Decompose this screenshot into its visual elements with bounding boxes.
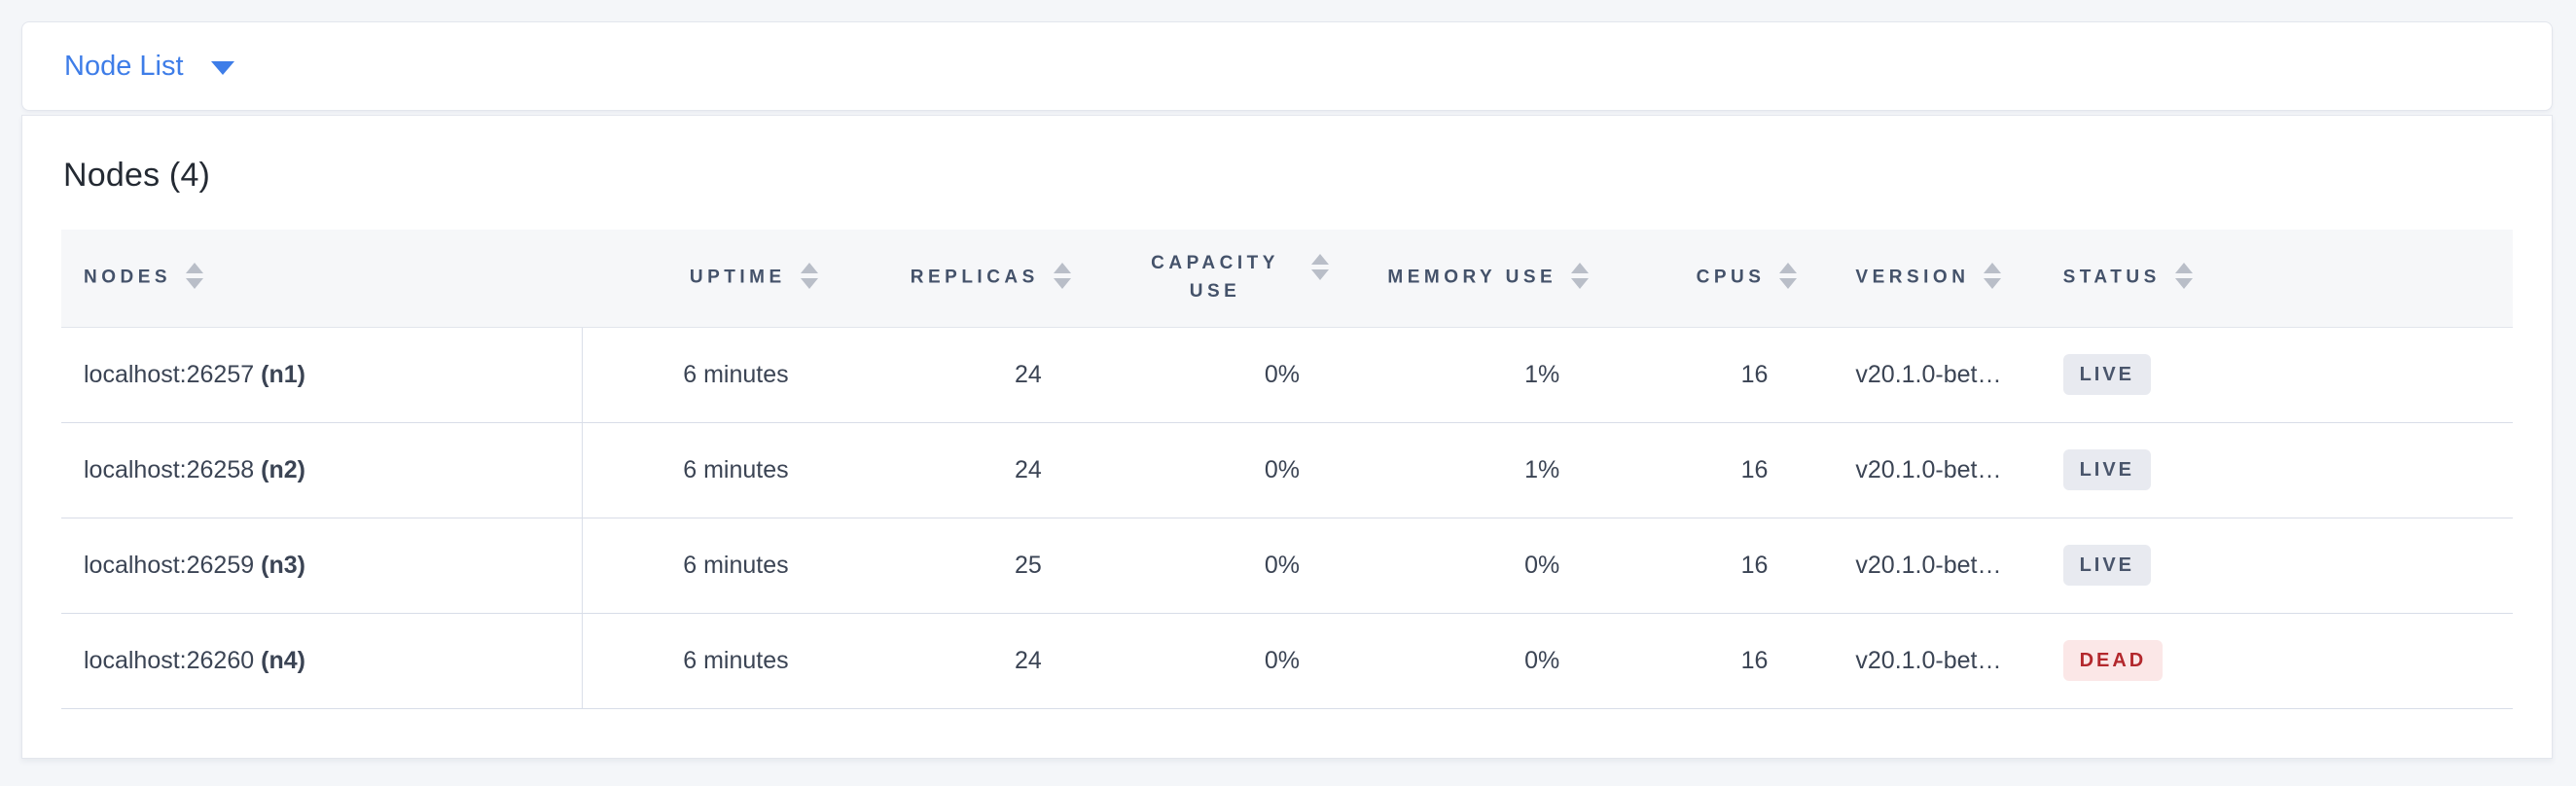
column-header-version[interactable]: VERSION xyxy=(1816,230,2046,328)
status-badge: LIVE xyxy=(2062,449,2152,490)
sort-icon[interactable] xyxy=(1779,263,1798,290)
page-title: Nodes (4) xyxy=(63,157,211,194)
table-row: localhost:26257 (n1) 6 minutes 24 0% 1% 1… xyxy=(61,327,2513,423)
capacity-use-cell: 0% xyxy=(1090,327,1349,423)
uptime-cell: 6 minutes xyxy=(582,327,838,423)
column-header-uptime[interactable]: UPTIME xyxy=(582,230,838,328)
uptime-cell: 6 minutes xyxy=(582,422,838,518)
node-list-dropdown[interactable]: Node List xyxy=(64,51,234,83)
version-cell: v20.1.0-bet… xyxy=(1816,422,2046,518)
status-badge: LIVE xyxy=(2062,545,2152,586)
view-selector-bar: Node List xyxy=(21,21,2553,111)
status-cell: LIVE xyxy=(2045,327,2513,423)
node-address-cell: localhost:26258 (n2) xyxy=(61,422,583,518)
sort-icon[interactable] xyxy=(186,263,204,290)
column-header-memory-use[interactable]: MEMORY USE xyxy=(1348,230,1609,328)
uptime-cell: 6 minutes xyxy=(582,518,838,614)
memory-use-cell: 0% xyxy=(1348,613,1609,709)
sort-icon[interactable] xyxy=(2174,263,2193,290)
node-address-cell: localhost:26260 (n4) xyxy=(61,613,583,709)
version-cell: v20.1.0-bet… xyxy=(1816,327,2046,423)
memory-use-cell: 0% xyxy=(1348,518,1609,614)
capacity-use-cell: 0% xyxy=(1090,422,1349,518)
version-cell: v20.1.0-bet… xyxy=(1816,518,2046,614)
status-badge: LIVE xyxy=(2062,354,2152,395)
page: Node List Nodes (4) NODES UPTIME xyxy=(21,21,2553,759)
nodes-panel: Nodes (4) NODES UPTIME REPLICAS xyxy=(21,115,2553,759)
column-header-cpus[interactable]: CPUS xyxy=(1608,230,1817,328)
node-address-cell: localhost:26259 (n3) xyxy=(61,518,583,614)
table-row: localhost:26260 (n4) 6 minutes 24 0% 0% 1… xyxy=(61,613,2513,709)
cpus-cell: 16 xyxy=(1608,518,1817,614)
column-header-nodes[interactable]: NODES xyxy=(61,230,583,328)
sort-icon[interactable] xyxy=(800,263,818,290)
status-cell: LIVE xyxy=(2045,422,2513,518)
column-header-capacity-use[interactable]: CAPACITY USE xyxy=(1090,230,1349,328)
status-cell: DEAD xyxy=(2045,613,2513,709)
cpus-cell: 16 xyxy=(1608,327,1817,423)
sort-icon[interactable] xyxy=(1053,263,1071,290)
capacity-use-cell: 0% xyxy=(1090,613,1349,709)
sort-icon[interactable] xyxy=(1311,254,1330,281)
capacity-use-cell: 0% xyxy=(1090,518,1349,614)
replicas-cell: 24 xyxy=(837,613,1091,709)
nodes-table: NODES UPTIME REPLICAS CAPACITY USE M xyxy=(61,230,2513,709)
column-header-replicas[interactable]: REPLICAS xyxy=(837,230,1091,328)
version-cell: v20.1.0-bet… xyxy=(1816,613,2046,709)
replicas-cell: 24 xyxy=(837,422,1091,518)
table-row: localhost:26258 (n2) 6 minutes 24 0% 1% 1… xyxy=(61,422,2513,518)
table-header-row: NODES UPTIME REPLICAS CAPACITY USE M xyxy=(61,230,2513,328)
cpus-cell: 16 xyxy=(1608,613,1817,709)
sort-icon[interactable] xyxy=(1571,263,1590,290)
node-address-cell: localhost:26257 (n1) xyxy=(61,327,583,423)
status-cell: LIVE xyxy=(2045,518,2513,614)
status-badge: DEAD xyxy=(2062,640,2164,681)
memory-use-cell: 1% xyxy=(1348,327,1609,423)
replicas-cell: 25 xyxy=(837,518,1091,614)
uptime-cell: 6 minutes xyxy=(582,613,838,709)
node-list-dropdown-label: Node List xyxy=(64,50,184,82)
sort-icon[interactable] xyxy=(1984,263,2002,290)
cpus-cell: 16 xyxy=(1608,422,1817,518)
table-row: localhost:26259 (n3) 6 minutes 25 0% 0% 1… xyxy=(61,518,2513,614)
caret-down-icon xyxy=(210,61,234,75)
replicas-cell: 24 xyxy=(837,327,1091,423)
memory-use-cell: 1% xyxy=(1348,422,1609,518)
column-header-status[interactable]: STATUS xyxy=(2045,230,2513,328)
